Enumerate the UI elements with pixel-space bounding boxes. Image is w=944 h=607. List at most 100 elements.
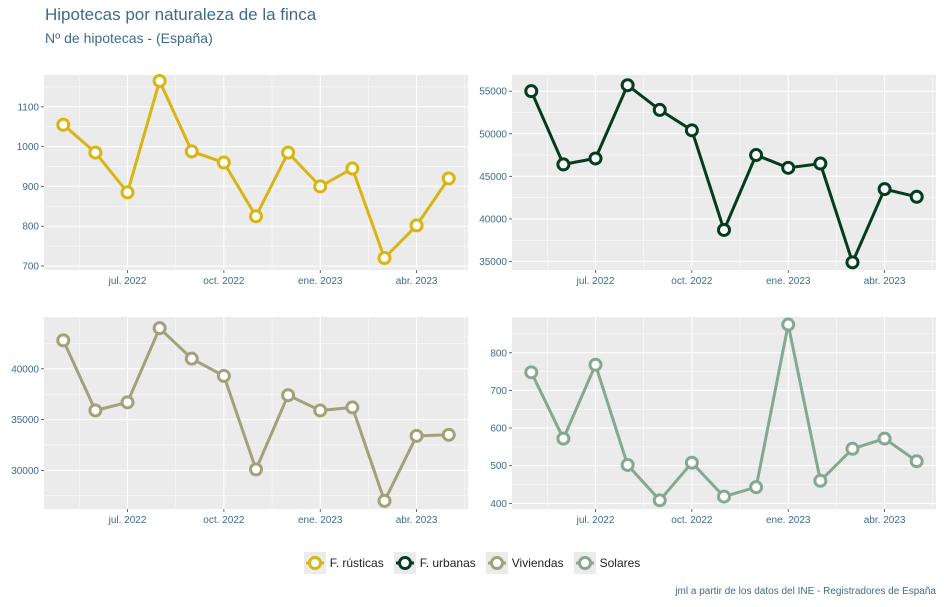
data-point-viviendas [377, 493, 392, 508]
data-point-viviendas [120, 395, 135, 410]
y-tick-label: 45000 [479, 172, 507, 183]
y-tick-label: 35000 [11, 415, 39, 426]
data-point-f-rusticas [56, 117, 71, 132]
data-point-f-rusticas [88, 145, 103, 160]
data-point-f-urbanas [909, 189, 924, 204]
data-point-solares [749, 480, 764, 495]
x-tick-label: oct. 2022 [671, 515, 713, 526]
panel-background [512, 317, 936, 509]
y-tick-label: 30000 [11, 466, 39, 477]
y-tick-label: 500 [490, 461, 507, 472]
y-tick-label: 700 [22, 262, 39, 273]
x-tick-label: jul. 2022 [576, 276, 615, 287]
panel-background [512, 75, 936, 270]
data-point-solares [620, 457, 635, 472]
data-point-f-rusticas [441, 171, 456, 186]
data-point-solares [909, 454, 924, 469]
y-tick-label: 1100 [17, 102, 39, 113]
x-tick-label: abr. 2023 [864, 515, 906, 526]
data-point-solares [684, 455, 699, 470]
data-point-solares [781, 317, 796, 332]
y-tick-label: 400 [490, 499, 507, 510]
data-point-viviendas [313, 403, 328, 418]
x-tick-label: abr. 2023 [396, 276, 438, 287]
data-point-f-urbanas [620, 78, 635, 93]
x-tick-label: ene. 2023 [766, 276, 811, 287]
panel-f-rusticas: 700 800 900 1000 1100 jul. 2022 oct. 2022 ene. … [17, 73, 468, 287]
data-point-f-rusticas [377, 251, 392, 266]
x-tick-label: jul. 2022 [576, 515, 615, 526]
panel-solares: 400 500 600 700 800 jul. 2022 oct. 2022 ene. 20… [490, 317, 936, 526]
legend-label-f-rusticas: F. rústicas [329, 556, 384, 570]
data-point-solares [813, 473, 828, 488]
y-tick-label: 800 [490, 348, 507, 359]
data-point-solares [877, 431, 892, 446]
data-point-viviendas [249, 462, 263, 477]
data-point-f-urbanas [781, 160, 796, 175]
x-tick-label: ene. 2023 [298, 276, 343, 287]
data-point-solares [845, 441, 860, 456]
data-point-viviendas [56, 333, 71, 348]
x-tick-label: oct. 2022 [671, 276, 713, 287]
data-point-f-urbanas [717, 222, 731, 237]
panel-background [44, 75, 468, 270]
legend-item-viviendas: Viviendas [485, 552, 564, 574]
legend-item-f-rusticas: F. rústicas [303, 552, 384, 574]
data-point-solares [588, 357, 603, 372]
data-point-f-rusticas [409, 218, 424, 233]
data-point-solares [524, 365, 539, 380]
chart-caption: jml a partir de los datos del INE - Regi… [675, 586, 936, 597]
data-point-f-urbanas [556, 157, 571, 172]
y-tick-label: 600 [490, 424, 507, 435]
data-point-f-urbanas [588, 151, 603, 166]
data-point-solares [556, 431, 571, 446]
chart-subtitle: Nº de hipotecas - (España) [45, 30, 213, 46]
y-tick-label: 40000 [479, 214, 507, 225]
data-point-f-rusticas [313, 179, 328, 194]
x-tick-label: ene. 2023 [298, 515, 343, 526]
data-point-f-urbanas [524, 84, 539, 99]
chart-title: Hipotecas por naturaleza de la finca [45, 5, 317, 24]
data-point-f-urbanas [813, 156, 828, 171]
data-point-f-rusticas [216, 155, 231, 170]
data-point-solares [652, 493, 667, 508]
legend-item-solares: Solares [573, 552, 640, 574]
data-point-f-rusticas [281, 145, 296, 160]
x-tick-label: abr. 2023 [396, 515, 438, 526]
legend-key-solares [573, 552, 596, 574]
data-point-viviendas [88, 403, 103, 418]
panel-background [44, 317, 468, 509]
data-point-f-urbanas [749, 148, 764, 163]
y-tick-label: 55000 [479, 87, 507, 98]
data-point-f-rusticas [184, 144, 199, 159]
data-point-viviendas [345, 400, 360, 415]
data-point-f-urbanas [684, 123, 699, 138]
data-point-viviendas [184, 351, 199, 366]
legend-key-viviendas [485, 552, 508, 574]
x-tick-label: abr. 2023 [864, 276, 906, 287]
data-point-f-rusticas [120, 185, 135, 200]
data-point-f-rusticas [345, 161, 360, 176]
data-point-viviendas [152, 321, 167, 336]
legend-key-f-urbanas [393, 552, 416, 574]
data-point-f-rusticas [152, 73, 167, 88]
data-point-viviendas [409, 428, 424, 443]
y-tick-label: 1000 [17, 142, 40, 153]
x-tick-label: jul. 2022 [108, 515, 147, 526]
x-tick-label: ene. 2023 [766, 515, 811, 526]
data-point-f-urbanas [652, 102, 667, 117]
y-tick-label: 900 [22, 182, 39, 193]
panel-f-urbanas: 35000 40000 45000 50000 55000 jul. 2022 oct. 2… [479, 75, 936, 287]
data-point-solares [717, 489, 731, 504]
data-point-viviendas [281, 388, 296, 403]
x-tick-label: oct. 2022 [203, 515, 245, 526]
y-tick-label: 35000 [479, 257, 507, 268]
x-tick-label: oct. 2022 [203, 276, 245, 287]
legend-label-viviendas: Viviendas [511, 556, 564, 570]
data-point-viviendas [216, 368, 231, 383]
data-point-viviendas [441, 427, 456, 442]
x-tick-label: jul. 2022 [108, 276, 147, 287]
y-tick-label: 40000 [11, 364, 39, 375]
data-point-f-urbanas [877, 182, 892, 197]
